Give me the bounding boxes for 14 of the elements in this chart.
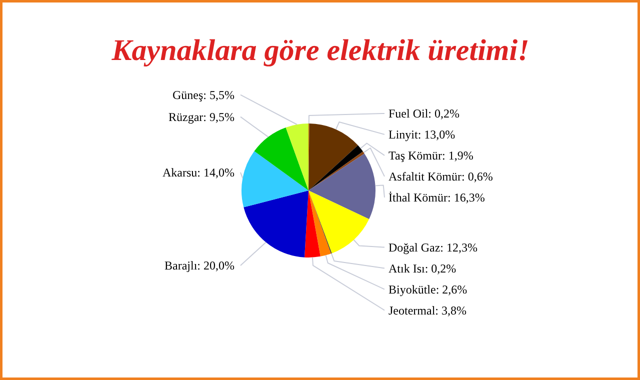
slice-label: Taş Kömür: 1,9% [388, 148, 474, 162]
slice-label: Biyokütle: 2,6% [388, 282, 468, 296]
slice-label: Doğal Gaz: 12,3% [388, 240, 478, 254]
slice-label: Asfaltit Kömür: 0,6% [388, 169, 493, 184]
slice-label: Atık Isı: 0,2% [388, 261, 456, 276]
slice-label: Akarsu: 14,0% [162, 165, 235, 180]
slice-label: Güneş: 5,5% [172, 88, 235, 102]
slice-label: Fuel Oil: 0,2% [388, 106, 460, 120]
slice-label: İthal Kömür: 16,3% [388, 190, 485, 204]
slice-label: Linyit: 13,0% [388, 127, 456, 142]
slice-label: Rüzgar: 9,5% [168, 110, 235, 124]
slice-label: Barajlı: 20,0% [164, 258, 235, 273]
slice-label: Jeotermal: 3,8% [388, 303, 466, 318]
chart-title: Kaynaklara göre elektrik üretimi! [110, 34, 530, 67]
